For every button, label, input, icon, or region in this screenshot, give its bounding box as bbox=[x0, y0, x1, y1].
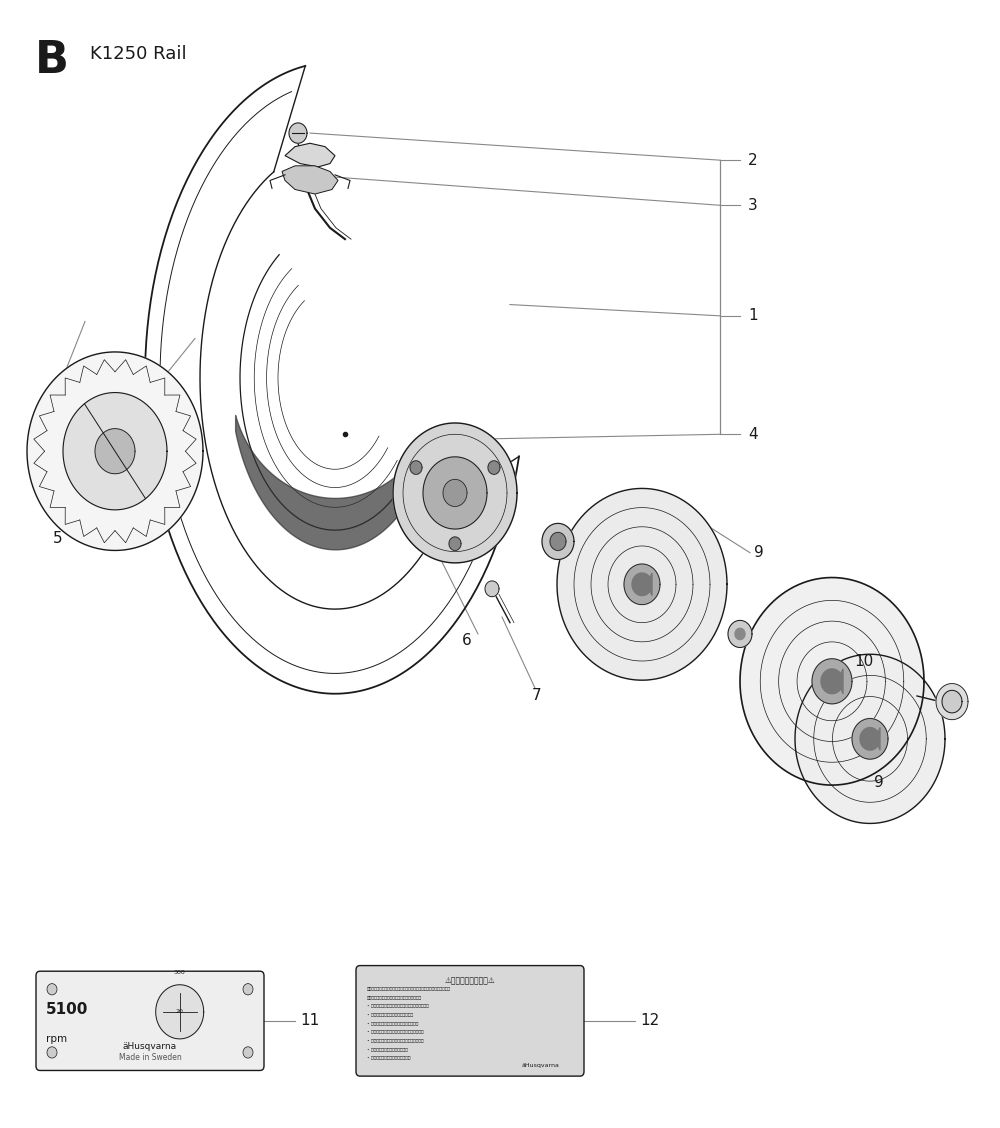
Text: • 調整には専用工具を使用してください。: • 調整には専用工具を使用してください。 bbox=[367, 1022, 418, 1025]
Text: 300: 300 bbox=[174, 970, 186, 976]
Text: 10: 10 bbox=[854, 653, 873, 669]
Polygon shape bbox=[860, 728, 880, 750]
Text: 8: 8 bbox=[652, 559, 662, 575]
Text: ⚠取扱い上のご注意⚠: ⚠取扱い上のご注意⚠ bbox=[445, 977, 495, 986]
Polygon shape bbox=[410, 461, 422, 474]
Text: • 切断方向に注意してください。: • 切断方向に注意してください。 bbox=[367, 1048, 408, 1051]
Polygon shape bbox=[740, 578, 924, 785]
Text: 安全作業のために取扱説明書に従って下さい。: 安全作業のために取扱説明書に従って下さい。 bbox=[367, 996, 422, 1001]
Text: 5: 5 bbox=[52, 530, 62, 546]
Text: • 静電注意して使用してください。: • 静電注意して使用してください。 bbox=[367, 1057, 410, 1060]
Polygon shape bbox=[393, 423, 517, 563]
Text: • ディスクの直径は正しく確認してください。: • ディスクの直径は正しく確認してください。 bbox=[367, 1039, 424, 1043]
Polygon shape bbox=[95, 429, 135, 474]
Polygon shape bbox=[852, 719, 888, 759]
Polygon shape bbox=[942, 690, 962, 713]
Text: 3: 3 bbox=[748, 197, 758, 213]
Polygon shape bbox=[728, 620, 752, 647]
Polygon shape bbox=[443, 479, 467, 506]
Text: B: B bbox=[35, 39, 69, 82]
Polygon shape bbox=[557, 488, 727, 680]
Text: K1250 Rail: K1250 Rail bbox=[90, 45, 187, 63]
Text: äHusqvarna: äHusqvarna bbox=[521, 1063, 559, 1068]
Text: パートナーカッターは、取扱いを誤ると傷害を及ぼすことがあります。: パートナーカッターは、取扱いを誤ると傷害を及ぼすことがあります。 bbox=[367, 987, 451, 992]
Polygon shape bbox=[795, 654, 945, 823]
Text: 9: 9 bbox=[754, 545, 764, 561]
Text: • 切断片は正しく装着して使用してください。: • 切断片は正しく装着して使用してください。 bbox=[367, 1031, 424, 1034]
Polygon shape bbox=[624, 564, 660, 605]
Polygon shape bbox=[63, 393, 167, 510]
Text: • 切断片は正しく選択してください。: • 切断片は正しく選択してください。 bbox=[367, 1013, 413, 1017]
Polygon shape bbox=[485, 581, 499, 597]
FancyBboxPatch shape bbox=[356, 966, 584, 1076]
Circle shape bbox=[243, 1047, 253, 1058]
Circle shape bbox=[243, 984, 253, 995]
Text: äHusqvarna: äHusqvarna bbox=[123, 1041, 177, 1050]
Polygon shape bbox=[632, 573, 652, 596]
FancyBboxPatch shape bbox=[36, 971, 264, 1070]
Polygon shape bbox=[282, 166, 338, 194]
Text: 1: 1 bbox=[748, 308, 758, 324]
Text: rpm: rpm bbox=[46, 1034, 67, 1043]
Text: 5100: 5100 bbox=[46, 1002, 88, 1016]
Text: • このパーツは指定目的にのみ使用してください。: • このパーツは指定目的にのみ使用してください。 bbox=[367, 1005, 429, 1008]
Polygon shape bbox=[821, 669, 843, 694]
Polygon shape bbox=[488, 461, 500, 474]
Text: 12: 12 bbox=[640, 1013, 659, 1029]
Polygon shape bbox=[936, 684, 968, 720]
Text: 2: 2 bbox=[748, 152, 758, 168]
Polygon shape bbox=[812, 659, 852, 704]
Polygon shape bbox=[285, 143, 335, 167]
Text: 9: 9 bbox=[874, 775, 884, 791]
Circle shape bbox=[47, 984, 57, 995]
Polygon shape bbox=[156, 985, 204, 1039]
Text: 11: 11 bbox=[300, 1013, 319, 1029]
Text: 7: 7 bbox=[532, 688, 542, 704]
Polygon shape bbox=[423, 457, 487, 529]
Text: 4: 4 bbox=[748, 426, 758, 442]
Circle shape bbox=[47, 1047, 57, 1058]
Text: Made in Sweden: Made in Sweden bbox=[119, 1054, 181, 1063]
Polygon shape bbox=[27, 352, 203, 550]
Text: 6: 6 bbox=[462, 633, 472, 649]
Polygon shape bbox=[542, 523, 574, 559]
Text: 20: 20 bbox=[176, 1010, 184, 1014]
Polygon shape bbox=[735, 628, 745, 640]
Polygon shape bbox=[289, 123, 307, 143]
Polygon shape bbox=[449, 537, 461, 550]
Polygon shape bbox=[550, 532, 566, 550]
